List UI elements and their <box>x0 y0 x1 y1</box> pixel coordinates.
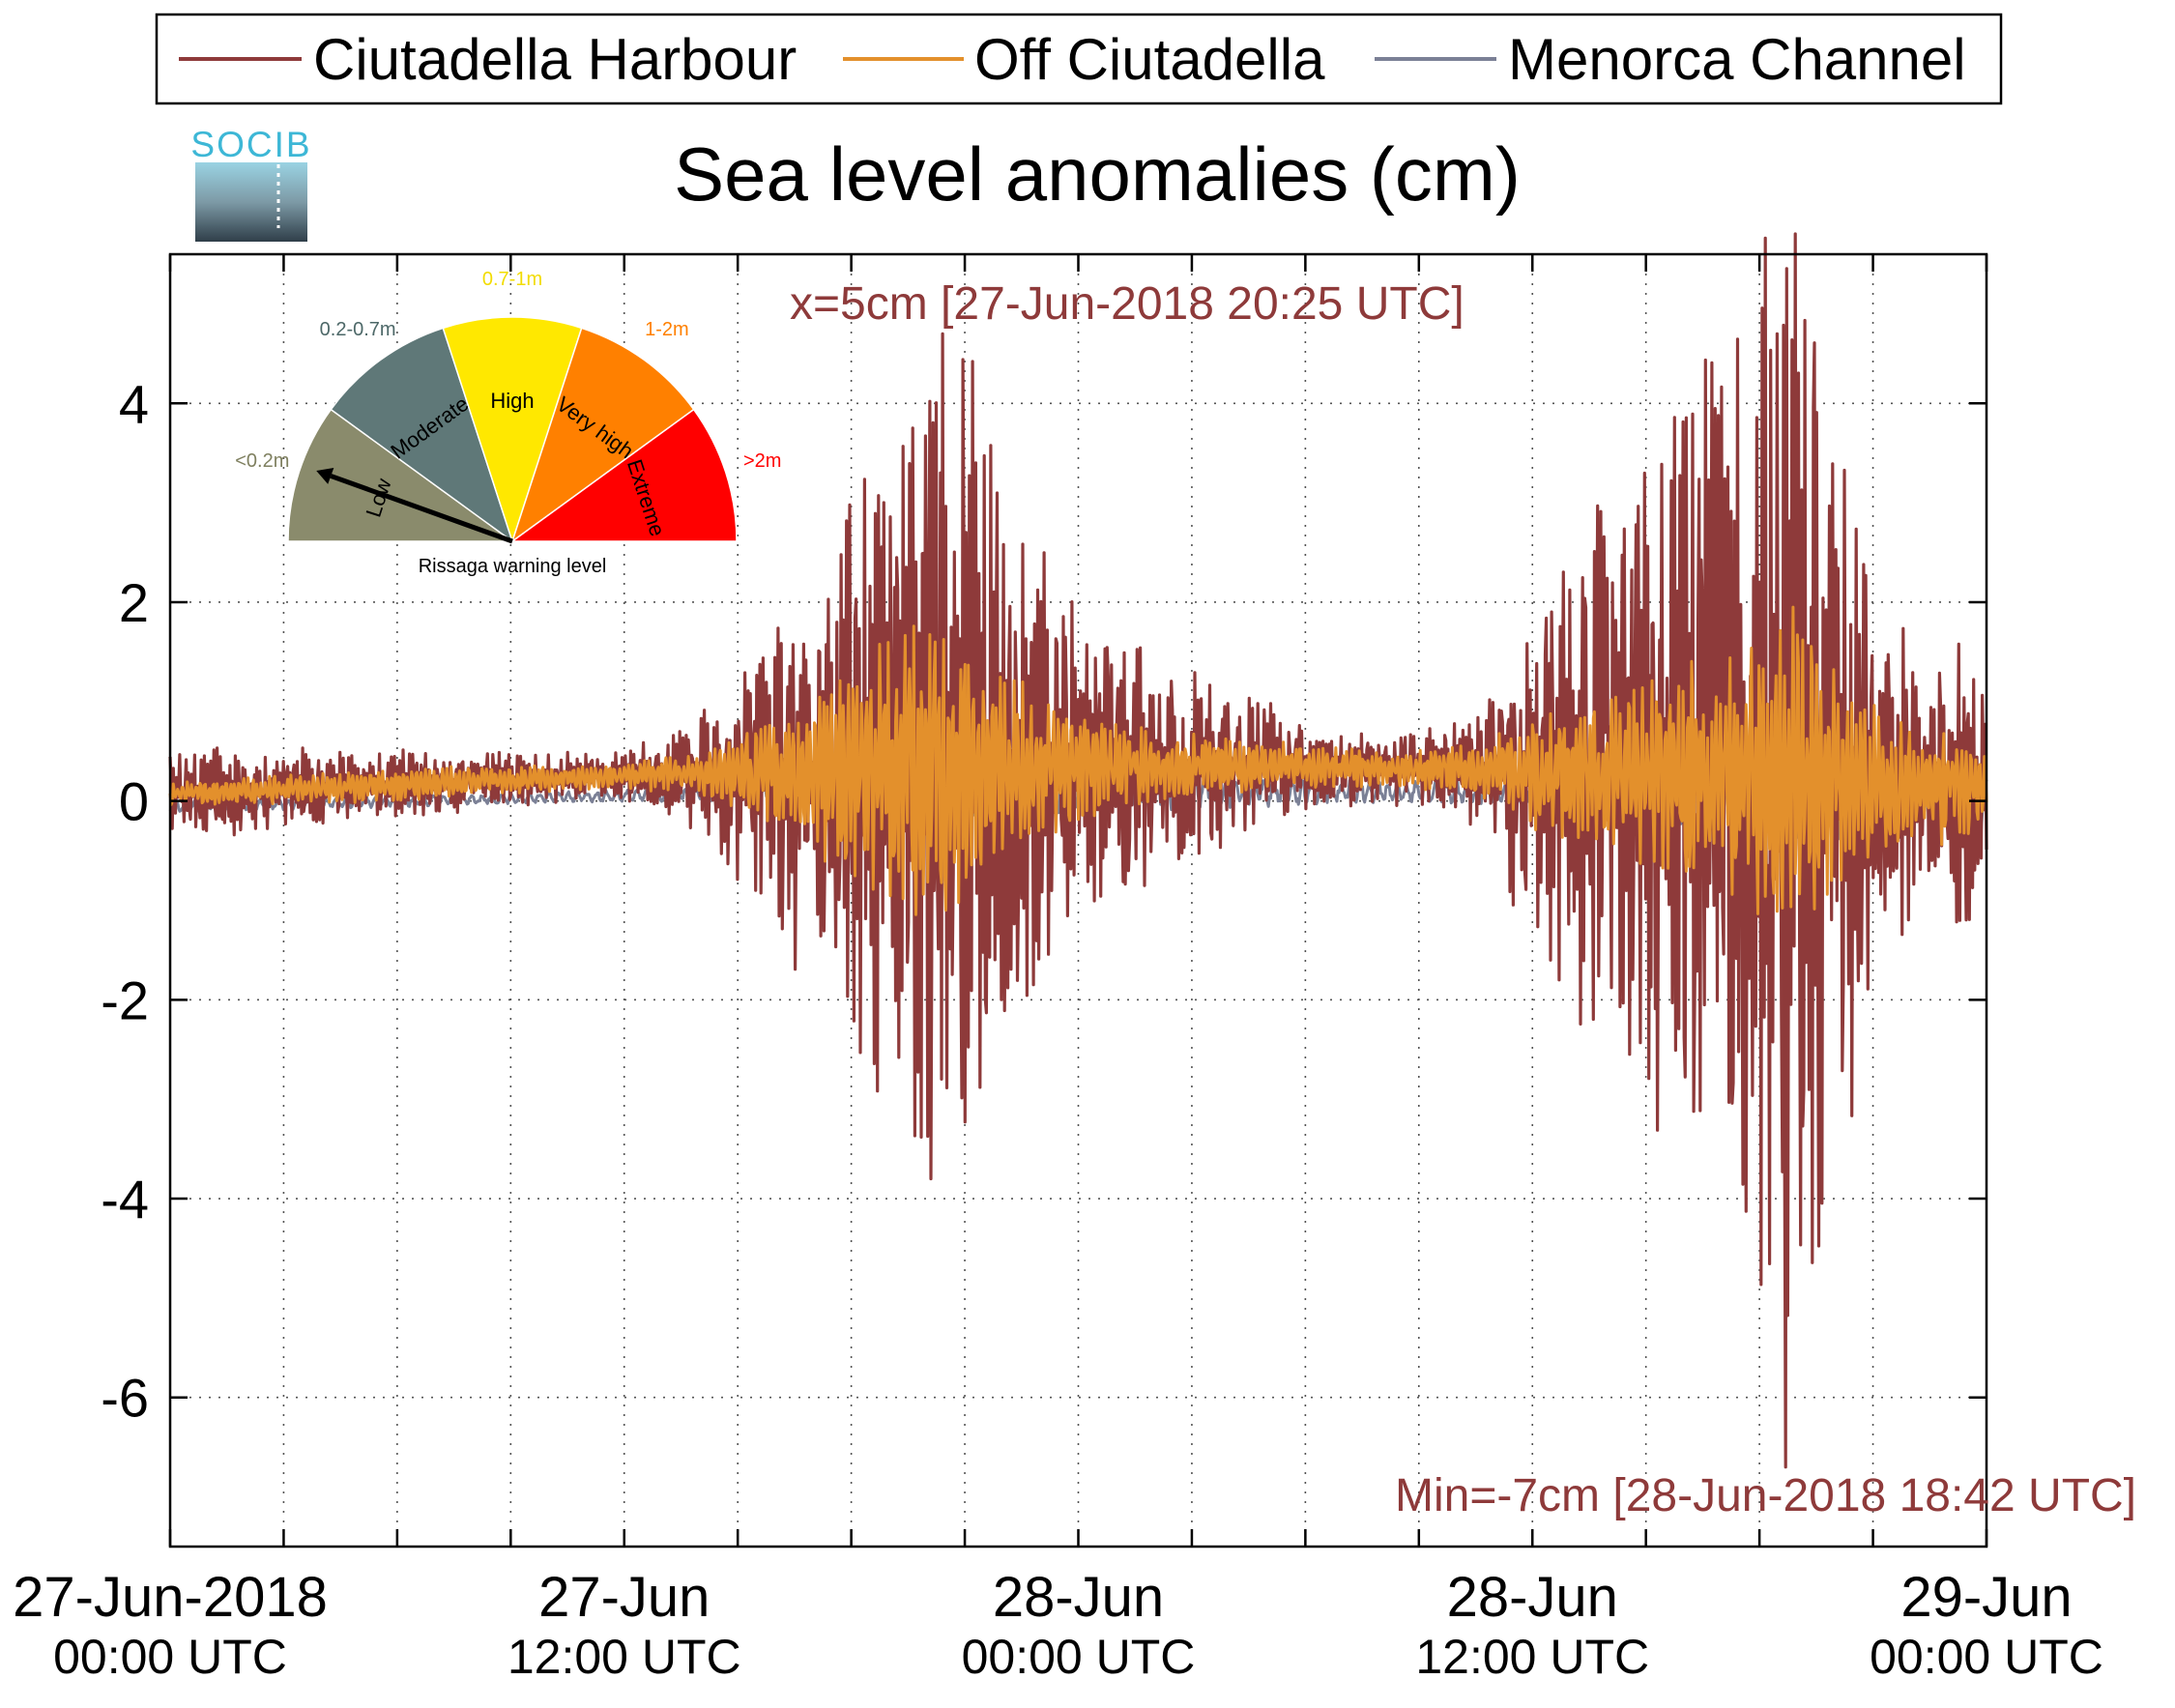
x-tick-time-label: 12:00 UTC <box>508 1630 741 1684</box>
x-tick-time-label: 00:00 UTC <box>962 1630 1196 1684</box>
gauge-sector-low <box>287 408 515 542</box>
y-tick-label: -4 <box>101 1169 149 1230</box>
legend-frame <box>155 13 2003 105</box>
gauge-needle <box>330 474 513 544</box>
gauge-sector-moderate <box>330 327 514 543</box>
gauge-range-label: >2m <box>743 450 781 472</box>
gauge-needle-head <box>316 467 334 484</box>
gauge-sector-high <box>442 316 583 544</box>
series-layer <box>168 232 1988 1469</box>
gauge-range-label: 1-2m <box>645 319 689 340</box>
socib-logo: SOCIB <box>190 125 311 242</box>
max-annotation: x=5cm [27-Jun-2018 20:25 UTC] <box>790 278 1464 330</box>
logo-text: SOCIB <box>190 125 311 164</box>
y-tick-label: 4 <box>119 373 149 434</box>
logo-block <box>195 162 307 242</box>
series-off-ciutadella <box>168 605 1988 916</box>
gauge-sector-extreme <box>509 408 738 542</box>
x-tick-date-label: 28-Jun <box>993 1566 1164 1629</box>
gauge-caption: Rissaga warning level <box>419 556 607 577</box>
gauge-sector-very-high <box>510 327 695 543</box>
legend: Ciutadella Harbour Off Ciutadella Menorc… <box>155 13 2003 105</box>
min-annotation: Min=-7cm [28-Jun-2018 18:42 UTC] <box>1395 1470 2136 1521</box>
gauge-range-label: 0.2-0.7m <box>320 319 396 340</box>
legend-label-harbour: Ciutadella Harbour <box>313 27 797 92</box>
x-tick-date-label: 27-Jun <box>538 1566 710 1629</box>
gauge-range-label: <0.2m <box>235 450 289 472</box>
x-tick-date-label: 29-Jun <box>1900 1566 2072 1629</box>
y-tick-label: -6 <box>101 1368 149 1429</box>
y-tick-label: 0 <box>119 771 149 832</box>
legend-label-off: Off Ciutadella <box>974 27 1325 92</box>
x-tick-date-label: 28-Jun <box>1447 1566 1618 1629</box>
chart-title: Sea level anomalies (cm) <box>674 131 1521 217</box>
y-tick-label: -2 <box>101 970 149 1030</box>
x-tick-time-label: 00:00 UTC <box>1870 1630 2103 1684</box>
x-tick-time-label: 00:00 UTC <box>53 1630 287 1684</box>
gauge-range-label: 0.7-1m <box>482 269 542 290</box>
gauge-level-label: High <box>490 389 534 413</box>
y-tick-label: 2 <box>119 572 149 633</box>
x-tick-date-label: 27-Jun-2018 <box>13 1566 328 1629</box>
x-tick-time-label: 12:00 UTC <box>1415 1630 1649 1684</box>
legend-label-channel: Menorca Channel <box>1508 27 1966 92</box>
